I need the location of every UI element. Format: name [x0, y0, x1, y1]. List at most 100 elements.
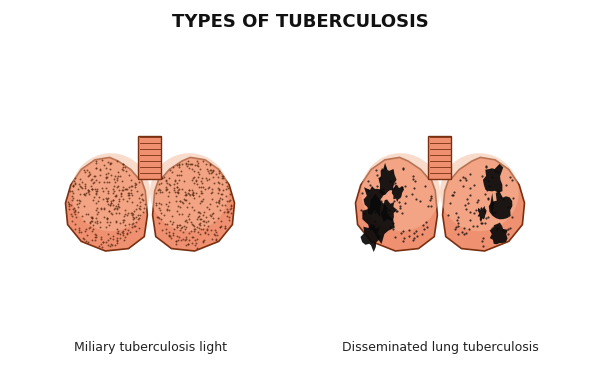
Point [195, 220, 205, 226]
Point [101, 224, 110, 230]
Point [178, 229, 188, 235]
Point [98, 239, 108, 245]
Point [207, 236, 217, 242]
Point [472, 200, 482, 206]
Point [215, 195, 224, 201]
Point [172, 172, 182, 178]
Point [92, 220, 102, 226]
Point [194, 214, 203, 220]
Point [359, 209, 368, 215]
Point [109, 197, 118, 203]
Point [121, 164, 130, 170]
Point [112, 184, 122, 190]
Point [483, 178, 493, 184]
Point [68, 190, 78, 196]
Point [86, 218, 96, 224]
Point [206, 213, 216, 219]
Point [124, 195, 134, 201]
Point [79, 191, 88, 197]
Point [181, 192, 190, 198]
Point [490, 209, 499, 215]
Point [128, 211, 137, 217]
Point [128, 220, 138, 226]
Point [214, 198, 224, 204]
Point [127, 192, 137, 198]
Point [214, 185, 224, 192]
Point [211, 232, 220, 238]
Point [161, 184, 170, 190]
Point [193, 228, 203, 234]
Point [214, 187, 223, 193]
Point [461, 206, 471, 212]
Point [72, 201, 82, 207]
Point [487, 225, 496, 231]
Point [404, 233, 414, 239]
Point [155, 187, 164, 193]
Point [155, 207, 165, 213]
Point [70, 175, 80, 181]
Point [478, 220, 487, 226]
Point [177, 224, 187, 230]
Point [74, 200, 84, 206]
Point [175, 227, 185, 233]
Point [173, 187, 182, 193]
Point [114, 210, 124, 216]
Point [398, 166, 408, 172]
Point [86, 214, 96, 220]
Point [164, 207, 173, 213]
Point [398, 238, 407, 244]
Point [451, 226, 460, 232]
Point [224, 217, 233, 223]
Point [97, 157, 107, 163]
Point [84, 225, 94, 231]
Point [398, 228, 408, 234]
Point [206, 167, 216, 173]
Point [195, 211, 205, 217]
Point [97, 244, 106, 250]
Point [70, 220, 80, 226]
Point [207, 169, 217, 175]
Point [154, 220, 164, 226]
Point [101, 174, 110, 180]
Point [118, 187, 127, 193]
Point [178, 200, 188, 206]
Point [471, 207, 481, 214]
Point [460, 175, 470, 181]
Point [117, 178, 127, 184]
Point [370, 209, 380, 215]
Point [487, 174, 497, 180]
Point [199, 209, 209, 215]
Point [111, 219, 121, 225]
Point [124, 173, 133, 179]
Point [74, 227, 83, 233]
Point [134, 215, 144, 221]
Point [166, 218, 175, 224]
Point [215, 224, 225, 230]
Point [499, 228, 508, 234]
Point [70, 226, 80, 232]
Point [87, 237, 97, 243]
Point [181, 225, 191, 231]
Point [191, 178, 200, 184]
Point [108, 197, 118, 203]
Point [64, 201, 74, 207]
Point [129, 223, 139, 229]
Point [101, 195, 111, 201]
Point [217, 181, 227, 187]
Point [221, 186, 230, 192]
Point [200, 230, 210, 236]
Text: Miliary tuberculosis light: Miliary tuberculosis light [74, 342, 227, 355]
Point [200, 229, 209, 235]
Point [102, 196, 112, 203]
Point [69, 205, 79, 211]
Point [187, 162, 196, 168]
Point [222, 214, 232, 220]
Point [453, 231, 463, 237]
Point [118, 187, 128, 193]
Point [383, 215, 392, 221]
Point [184, 230, 194, 236]
Point [74, 198, 83, 204]
Point [172, 180, 182, 186]
Polygon shape [490, 193, 494, 215]
Point [68, 196, 77, 203]
